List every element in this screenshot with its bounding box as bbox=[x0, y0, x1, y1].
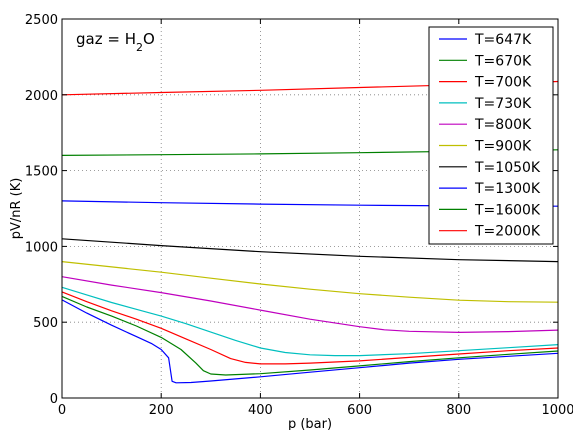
series-line-t-730k bbox=[61, 286, 559, 357]
legend-entry: T=1300K bbox=[474, 181, 541, 197]
y-tick-label: 0 bbox=[50, 392, 58, 407]
axis-ticks: 0 200 400 600 800 1000 0 500 1000 1500 2000 2500 bbox=[25, 13, 573, 418]
legend: T=647K T=670K T=700K T=730K T=800K T=900K T=10… bbox=[428, 26, 554, 245]
y-tick-label: 2500 bbox=[25, 13, 58, 28]
series-line-t-800k bbox=[61, 276, 559, 333]
legend-entry: T=2000K bbox=[474, 224, 541, 240]
plot-frame bbox=[61, 18, 559, 399]
series-lines bbox=[61, 80, 559, 384]
gas-annotation: gaz = H2O bbox=[76, 30, 155, 54]
legend-entry: T=670K bbox=[474, 53, 532, 69]
annotation-subscript: 2 bbox=[136, 41, 143, 54]
series-line-t-647k bbox=[61, 299, 559, 384]
series-line-t-700k bbox=[61, 291, 559, 365]
x-tick-label: 0 bbox=[58, 403, 66, 418]
x-axis-label: p (bar) bbox=[288, 417, 332, 430]
annotation-suffix: O bbox=[143, 30, 155, 48]
x-tick-label: 1000 bbox=[541, 403, 573, 418]
series-line-t-670k bbox=[61, 295, 559, 376]
legend-entry: T=730K bbox=[474, 96, 532, 112]
y-tick-label: 1000 bbox=[25, 240, 58, 255]
grid bbox=[62, 19, 558, 398]
y-axis-label: pV/nR (K) bbox=[9, 178, 24, 240]
legend-entry: T=700K bbox=[474, 75, 532, 91]
legend-entry: T=647K bbox=[474, 32, 532, 48]
x-tick-label: 400 bbox=[248, 403, 273, 418]
y-tick-label: 2000 bbox=[25, 89, 58, 104]
x-tick-label: 800 bbox=[446, 403, 471, 418]
legend-box bbox=[428, 26, 554, 245]
legend-entry: T=1050K bbox=[474, 160, 541, 176]
series-line-t-1050k bbox=[61, 238, 559, 263]
series-line-t-900k bbox=[61, 261, 559, 303]
x-tick-label: 200 bbox=[149, 403, 174, 418]
legend-entry: T=800K bbox=[474, 117, 532, 133]
annotation-prefix: gaz = H bbox=[76, 30, 136, 48]
y-tick-label: 500 bbox=[33, 316, 58, 331]
x-tick-label: 600 bbox=[347, 403, 372, 418]
legend-entry: T=1600K bbox=[474, 202, 541, 218]
y-tick-label: 1500 bbox=[25, 165, 58, 180]
legend-entry: T=900K bbox=[474, 139, 532, 155]
